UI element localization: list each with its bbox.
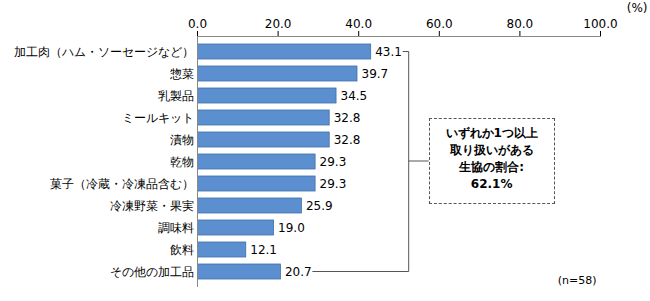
- html-text:生協の割合:: 生協の割合:: [459, 160, 525, 174]
- svg-text:40.0: 40.0: [345, 17, 372, 31]
- svg-text:29.3: 29.3: [320, 177, 347, 191]
- svg-text:32.8: 32.8: [334, 111, 361, 125]
- svg-text:菓子（冷蔵・冷凍品含む）: 菓子（冷蔵・冷凍品含む）: [50, 177, 194, 191]
- html-text:取り扱いがある: 取り扱いがある: [449, 143, 534, 157]
- svg-text:32.8: 32.8: [334, 133, 361, 147]
- svg-text:100.0: 100.0: [583, 17, 617, 31]
- svg-text:20.0: 20.0: [265, 17, 292, 31]
- svg-text:(n=58): (n=58): [558, 274, 597, 287]
- html-text:いずれか1つ以上: いずれか1つ以上: [445, 126, 538, 140]
- svg-text:(%): (%): [627, 1, 648, 15]
- svg-text:乳製品: 乳製品: [158, 89, 194, 103]
- svg-text:12.1: 12.1: [250, 243, 277, 257]
- svg-text:43.1: 43.1: [375, 45, 402, 59]
- svg-text:飲料: 飲料: [170, 243, 194, 257]
- svg-text:冷凍野菜・果実: 冷凍野菜・果実: [110, 199, 194, 213]
- svg-text:その他の加工品: その他の加工品: [110, 265, 194, 279]
- svg-text:惣菜: 惣菜: [169, 67, 194, 81]
- svg-text:39.7: 39.7: [361, 67, 388, 81]
- svg-text:80.0: 80.0: [507, 17, 534, 31]
- svg-text:ミールキット: ミールキット: [122, 111, 194, 125]
- svg-text:漬物: 漬物: [170, 133, 194, 147]
- svg-text:19.0: 19.0: [278, 221, 305, 235]
- svg-text:調味料: 調味料: [158, 221, 194, 235]
- svg-text:加工肉（ハム・ソーセージなど）: 加工肉（ハム・ソーセージなど）: [14, 45, 194, 59]
- svg-text:34.5: 34.5: [341, 89, 368, 103]
- html-text:62.1%: 62.1%: [470, 177, 513, 191]
- svg-text:20.7: 20.7: [285, 265, 312, 279]
- svg-text:0.0: 0.0: [188, 17, 207, 31]
- svg-text:60.0: 60.0: [426, 17, 453, 31]
- svg-text:25.9: 25.9: [306, 199, 333, 213]
- svg-text:乾物: 乾物: [170, 155, 194, 169]
- svg-text:29.3: 29.3: [320, 155, 347, 169]
